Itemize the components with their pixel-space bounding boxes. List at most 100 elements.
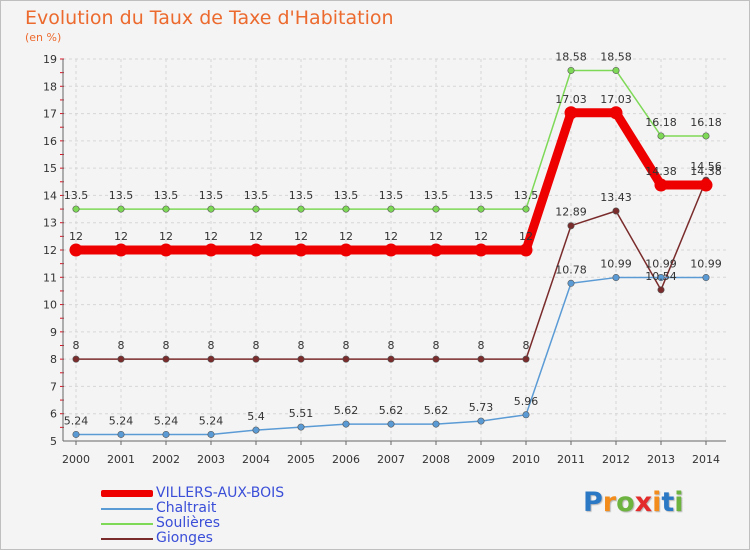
x-tick-label: 2004 [242, 453, 270, 466]
legend-label-gionges: Gionges [156, 530, 213, 546]
data-point [522, 411, 530, 419]
data-label: 12 [519, 230, 533, 243]
data-point [657, 274, 665, 282]
y-tick-label: 15 [43, 162, 57, 175]
data-point [612, 274, 620, 282]
legend-label-villers: VILLERS-AUX-BOIS [156, 485, 285, 501]
data-point [654, 178, 668, 192]
data-label: 13.5 [334, 189, 359, 202]
data-point [699, 178, 713, 192]
y-tick-label: 9 [50, 326, 57, 339]
data-label: 5.73 [469, 401, 494, 414]
proxiti-logo: Proxiti [583, 487, 684, 518]
data-label: 17.03 [600, 93, 632, 106]
data-label: 8 [118, 339, 125, 352]
data-point [159, 243, 173, 257]
data-point [72, 355, 80, 363]
data-label: 13.43 [600, 191, 632, 204]
logo-letter: P [583, 487, 603, 518]
data-label: 12 [69, 230, 83, 243]
y-tick-label: 5 [50, 435, 57, 448]
data-point [339, 243, 353, 257]
data-label: 13.5 [424, 189, 449, 202]
data-point [114, 243, 128, 257]
data-point [564, 106, 578, 120]
data-point [657, 132, 665, 140]
data-label: 14.38 [645, 165, 677, 178]
data-point [567, 279, 575, 287]
data-point [117, 430, 125, 438]
data-point [117, 355, 125, 363]
y-tick-label: 11 [43, 271, 57, 284]
data-label: 10.78 [555, 263, 587, 276]
y-tick-label: 16 [43, 135, 57, 148]
data-point [249, 243, 263, 257]
x-tick-label: 2012 [602, 453, 630, 466]
y-tick-label: 12 [43, 244, 57, 257]
data-label: 8 [208, 339, 215, 352]
data-point [567, 222, 575, 230]
data-point [342, 355, 350, 363]
data-point [477, 417, 485, 425]
data-point [702, 132, 710, 140]
data-label: 18.58 [555, 50, 587, 63]
data-label: 18.58 [600, 50, 632, 63]
data-label: 13.5 [154, 189, 179, 202]
x-tick-label: 2007 [377, 453, 405, 466]
data-point [519, 243, 533, 257]
data-label: 13.5 [199, 189, 224, 202]
data-point [612, 66, 620, 74]
logo-letter: x [634, 487, 653, 518]
x-tick-label: 2002 [152, 453, 180, 466]
data-point [72, 430, 80, 438]
y-tick-label: 10 [43, 299, 57, 312]
data-point [297, 205, 305, 213]
data-label: 10.54 [645, 270, 677, 283]
data-point [387, 355, 395, 363]
logo-letter: r [602, 487, 617, 518]
data-label: 8 [298, 339, 305, 352]
data-point [162, 205, 170, 213]
data-label: 5.62 [424, 404, 449, 417]
data-label: 12 [204, 230, 218, 243]
data-label: 5.62 [379, 404, 404, 417]
data-label: 8 [523, 339, 530, 352]
data-label: 13.5 [109, 189, 134, 202]
data-label: 10.99 [645, 258, 677, 271]
data-label: 5.4 [247, 410, 265, 423]
x-tick-label: 2008 [422, 453, 450, 466]
x-tick-label: 2009 [467, 453, 495, 466]
y-tick-label: 19 [43, 53, 57, 66]
data-point [207, 355, 215, 363]
data-point [69, 243, 83, 257]
data-label: 13.5 [289, 189, 314, 202]
data-label: 5.51 [289, 407, 314, 420]
data-label: 14.38 [690, 165, 722, 178]
data-label: 5.96 [514, 395, 539, 408]
y-tick-label: 13 [43, 217, 57, 230]
data-point [117, 205, 125, 213]
x-tick-label: 2011 [557, 453, 585, 466]
data-label: 17.03 [555, 93, 587, 106]
logo-letter: t [661, 487, 675, 518]
data-label: 5.24 [109, 414, 134, 427]
data-point [204, 243, 218, 257]
data-label: 16.18 [645, 116, 677, 129]
legend-swatch-chaltrait [101, 508, 153, 510]
x-tick-label: 2006 [332, 453, 360, 466]
data-point [387, 420, 395, 428]
x-tick-label: 2001 [107, 453, 135, 466]
data-label: 13.5 [64, 189, 89, 202]
legend-label-chaltrait: Chaltrait [156, 500, 217, 516]
data-label: 8 [478, 339, 485, 352]
y-tick-label: 7 [50, 380, 57, 393]
chart-title: Evolution du Taux de Taxe d'Habitation [25, 7, 394, 29]
data-point [252, 205, 260, 213]
data-point [567, 66, 575, 74]
x-tick-label: 2014 [692, 453, 720, 466]
data-label: 13.5 [469, 189, 494, 202]
data-label: 8 [388, 339, 395, 352]
data-label: 8 [73, 339, 80, 352]
legend-swatch-soulieres [101, 523, 153, 525]
